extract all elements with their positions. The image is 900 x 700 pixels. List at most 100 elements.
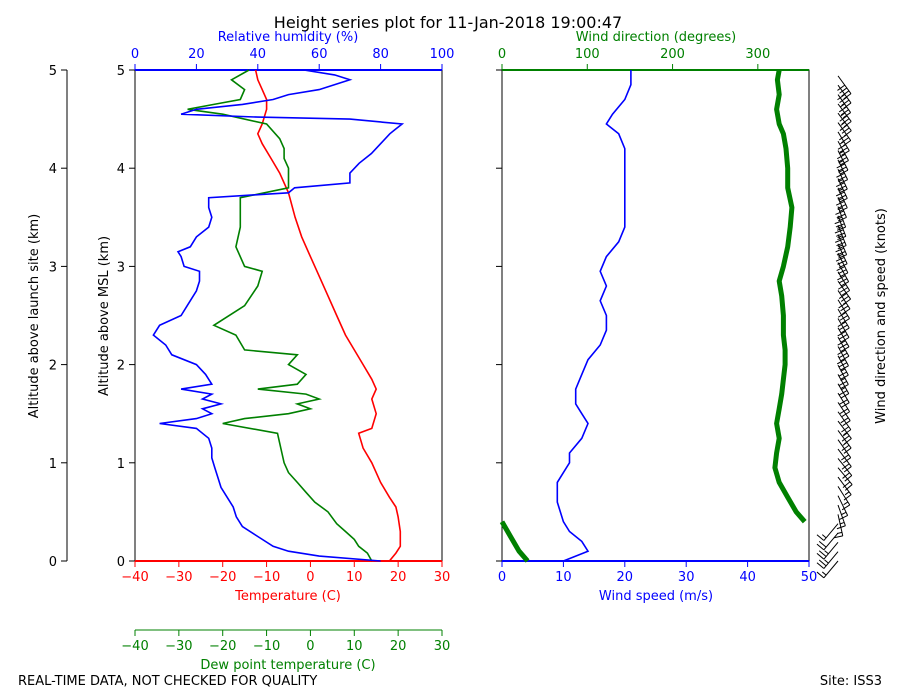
barb-feather bbox=[837, 185, 847, 191]
barb-feather bbox=[837, 275, 846, 281]
inner-y-tick-label: 2 bbox=[117, 359, 125, 374]
humidity-tick-label: 60 bbox=[311, 47, 328, 62]
barb-feather bbox=[836, 153, 846, 160]
barb-feather bbox=[839, 352, 848, 359]
barb-feather bbox=[837, 260, 846, 265]
humidity-tick-label: 40 bbox=[250, 47, 267, 62]
right-series bbox=[499, 69, 807, 563]
barb-feather bbox=[840, 109, 849, 116]
temperature-tick-label: 30 bbox=[434, 570, 451, 585]
temperature-tick-label: −40 bbox=[121, 570, 148, 585]
inner-y-tick-label: 5 bbox=[117, 64, 125, 79]
barb-feather bbox=[843, 501, 849, 506]
wind-speed-tick-label: 40 bbox=[739, 570, 756, 585]
dewpoint-tick-label: 20 bbox=[390, 639, 407, 654]
barb-feather bbox=[816, 553, 825, 560]
dewpoint-tick-label: 10 bbox=[346, 639, 363, 654]
barb-feather bbox=[835, 247, 845, 253]
barb-feather bbox=[840, 355, 850, 362]
barb-feather bbox=[837, 235, 843, 239]
barb-feather bbox=[837, 340, 846, 346]
barb-feather bbox=[841, 444, 850, 451]
barb-staff bbox=[837, 495, 849, 516]
barb-feather bbox=[839, 399, 848, 405]
barb-feather bbox=[839, 147, 848, 153]
barb-feather bbox=[843, 102, 852, 109]
barb-feather bbox=[838, 179, 844, 183]
barb-feather bbox=[841, 327, 850, 334]
barb-feather bbox=[843, 429, 852, 436]
chart-title: Height series plot for 11-Jan-2018 19:00… bbox=[274, 13, 622, 32]
barb-feather bbox=[835, 256, 845, 262]
barb-feather bbox=[841, 90, 850, 97]
barb-feather bbox=[818, 550, 827, 557]
barb-feather bbox=[837, 176, 847, 181]
barb-feather bbox=[839, 515, 848, 520]
barb-feather bbox=[836, 241, 846, 247]
series-line-temperature bbox=[254, 69, 402, 562]
y-axis-label-msl: Altitude above MSL (km) bbox=[97, 236, 112, 396]
barb-feather bbox=[844, 491, 850, 496]
quality-note: REAL-TIME DATA, NOT CHECKED FOR QUALITY bbox=[18, 674, 318, 689]
barb-staff bbox=[823, 560, 839, 579]
barb-feather bbox=[838, 188, 848, 194]
barb-feather bbox=[839, 334, 848, 340]
wind-direction-tick-label: 200 bbox=[660, 47, 685, 62]
site-label: Site: ISS3 bbox=[819, 674, 882, 689]
barb-feather bbox=[839, 287, 849, 293]
outer-y-tick-label: 1 bbox=[49, 457, 57, 472]
barb-feather bbox=[843, 140, 852, 147]
barb-feather bbox=[842, 298, 851, 305]
barb-feather bbox=[841, 454, 849, 461]
barb-feather bbox=[842, 481, 851, 489]
barb-feather bbox=[836, 359, 846, 365]
barb-feather bbox=[841, 118, 850, 125]
barb-feather bbox=[841, 463, 850, 470]
outer-y-tick-label: 3 bbox=[49, 260, 57, 275]
barb-feather bbox=[840, 346, 850, 352]
barb-feather bbox=[843, 438, 852, 445]
humidity-tick-label: 20 bbox=[188, 47, 205, 62]
barb-feather bbox=[836, 172, 845, 178]
barb-feather bbox=[841, 127, 850, 134]
barb-feather bbox=[837, 321, 846, 328]
barb-feather bbox=[824, 559, 829, 564]
barb-staff bbox=[837, 243, 848, 265]
barb-feather bbox=[841, 435, 850, 442]
barb-feather bbox=[838, 371, 847, 377]
barb-feather bbox=[839, 324, 848, 331]
inner-y-tick-label: 3 bbox=[117, 260, 125, 275]
barb-feather bbox=[841, 99, 850, 106]
barb-feather bbox=[844, 484, 853, 491]
barb-feather bbox=[839, 408, 849, 414]
barb-staff bbox=[823, 523, 839, 541]
barb-feather bbox=[839, 343, 848, 349]
barb-feather bbox=[839, 179, 848, 185]
barb-feather bbox=[824, 550, 829, 555]
barb-feather bbox=[842, 112, 851, 119]
barb-feather bbox=[821, 571, 827, 576]
barb-feather bbox=[838, 278, 848, 284]
barb-feather bbox=[835, 182, 845, 187]
barb-feather bbox=[837, 216, 843, 220]
wind-barbs bbox=[816, 75, 853, 579]
barb-feather bbox=[840, 295, 849, 302]
barb-feather bbox=[840, 374, 849, 380]
barb-staff bbox=[837, 374, 850, 394]
barb-feather bbox=[838, 292, 847, 299]
barb-feather bbox=[838, 263, 848, 269]
barb-feather bbox=[840, 384, 849, 390]
barb-feather bbox=[843, 494, 852, 501]
barb-feather bbox=[837, 217, 847, 222]
barb-feather bbox=[838, 380, 847, 387]
barb-feather bbox=[838, 207, 848, 213]
barb-feather bbox=[836, 525, 846, 530]
outer-y-tick-label: 0 bbox=[49, 555, 57, 570]
barb-feather bbox=[816, 543, 825, 551]
barb-feather bbox=[840, 377, 846, 382]
barb-staff bbox=[823, 532, 839, 551]
barb-staff bbox=[837, 318, 850, 338]
right-plot-frame bbox=[501, 69, 810, 562]
temperature-tick-label: −10 bbox=[253, 570, 280, 585]
